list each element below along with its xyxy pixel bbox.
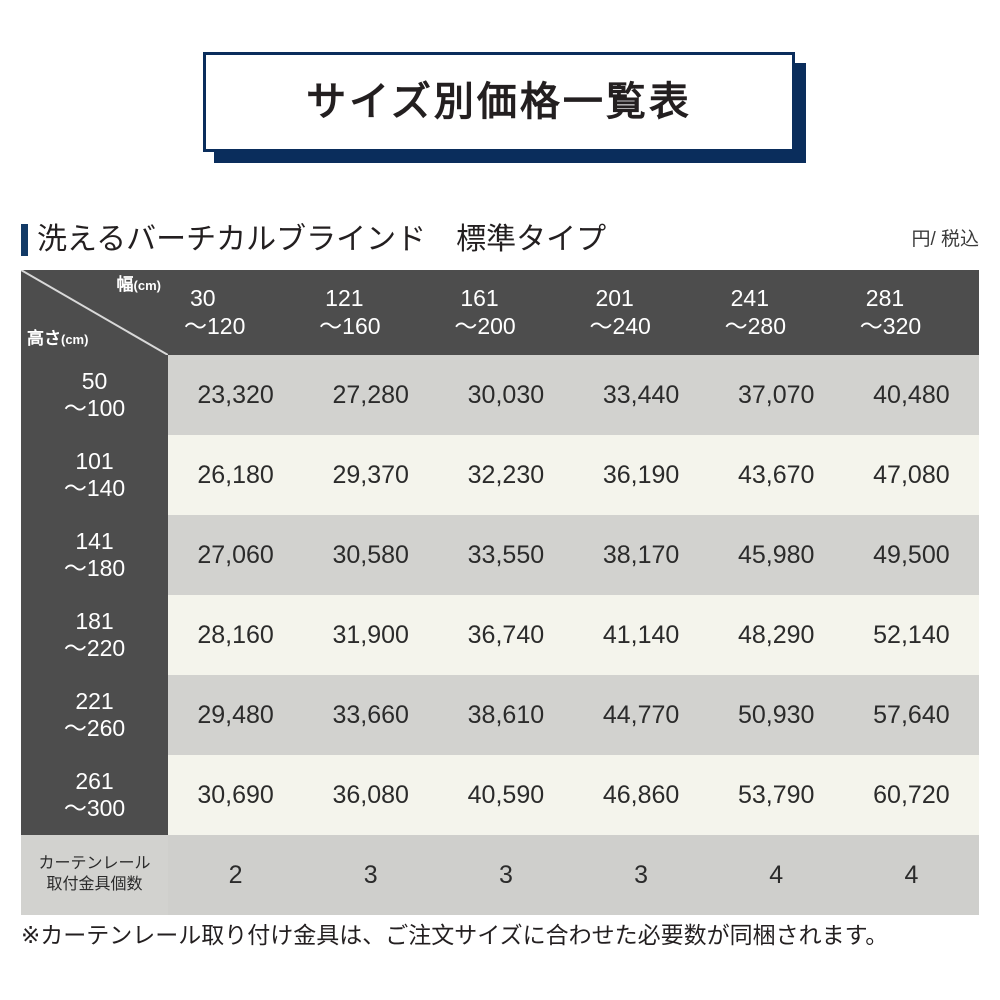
column-header-2: 121 〜160 [303,270,439,355]
table-row: 50 〜100 23,320 27,280 30,030 33,440 37,0… [21,355,979,435]
price-cell: 38,170 [573,515,709,595]
row-header-2: 101 〜140 [21,435,168,515]
price-cell: 43,670 [708,435,844,515]
price-cell: 52,140 [843,595,979,675]
bracket-count-cell: 4 [843,835,979,915]
column-header-3: 161 〜200 [438,270,574,355]
price-cell: 57,640 [843,675,979,755]
bracket-count-cell: 3 [573,835,709,915]
column-header-4: 201 〜240 [573,270,709,355]
price-cell: 27,280 [303,355,439,435]
table-row: 141 〜180 27,060 30,580 33,550 38,170 45,… [21,515,979,595]
diagonal-divider-icon [21,270,168,355]
column-header-6: 281 〜320 [843,270,979,355]
price-cell: 46,860 [573,755,709,835]
price-cell: 33,660 [303,675,439,755]
table-header-row: 幅(cm) 高さ(cm) 30 〜120 121 〜160 161 〜200 2… [21,270,979,355]
price-cell: 50,930 [708,675,844,755]
price-cell: 28,160 [168,595,304,675]
price-cell: 45,980 [708,515,844,595]
price-cell: 29,480 [168,675,304,755]
price-cell: 29,370 [303,435,439,515]
table-row: 261 〜300 30,690 36,080 40,590 46,860 53,… [21,755,979,835]
corner-header-cell: 幅(cm) 高さ(cm) [21,270,168,355]
price-cell: 60,720 [843,755,979,835]
row-header-1: 50 〜100 [21,355,168,435]
footnote: ※カーテンレール取り付け金具は、ご注文サイズに合わせた必要数が同梱されます。 [21,922,889,948]
price-cell: 30,690 [168,755,304,835]
bracket-count-cell: 2 [168,835,304,915]
price-cell: 41,140 [573,595,709,675]
price-cell: 33,440 [573,355,709,435]
price-cell: 36,190 [573,435,709,515]
price-cell: 37,070 [708,355,844,435]
price-table: 幅(cm) 高さ(cm) 30 〜120 121 〜160 161 〜200 2… [21,270,979,915]
price-cell: 36,740 [438,595,574,675]
price-cell: 32,230 [438,435,574,515]
bracket-count-cell: 4 [708,835,844,915]
title-banner-box: サイズ別価格一覧表 [203,52,795,152]
table-row: 221 〜260 29,480 33,660 38,610 44,770 50,… [21,675,979,755]
price-cell: 40,590 [438,755,574,835]
price-cell: 47,080 [843,435,979,515]
price-cell: 27,060 [168,515,304,595]
price-cell: 36,080 [303,755,439,835]
bracket-count-cell: 3 [438,835,574,915]
table-body: 50 〜100 23,320 27,280 30,030 33,440 37,0… [21,355,979,915]
bracket-count-row: カーテンレール 取付金具個数 2 3 3 3 4 4 [21,835,979,915]
price-cell: 33,550 [438,515,574,595]
price-cell: 40,480 [843,355,979,435]
width-axis-label: 幅(cm) [116,275,161,294]
table-row: 181 〜220 28,160 31,900 36,740 41,140 48,… [21,595,979,675]
bracket-count-cell: 3 [303,835,439,915]
price-cell: 49,500 [843,515,979,595]
price-cell: 26,180 [168,435,304,515]
price-cell: 38,610 [438,675,574,755]
height-axis-label: 高さ(cm) [27,329,89,348]
row-header-5: 221 〜260 [21,675,168,755]
table-head: 幅(cm) 高さ(cm) 30 〜120 121 〜160 161 〜200 2… [21,270,979,355]
price-cell: 48,290 [708,595,844,675]
row-header-3: 141 〜180 [21,515,168,595]
price-cell: 23,320 [168,355,304,435]
price-cell: 31,900 [303,595,439,675]
column-header-1: 30 〜120 [168,270,304,355]
accent-bar-icon [21,224,28,256]
bracket-count-label: カーテンレール 取付金具個数 [21,835,168,915]
price-cell: 30,580 [303,515,439,595]
row-header-4: 181 〜220 [21,595,168,675]
table-row: 101 〜140 26,180 29,370 32,230 36,190 43,… [21,435,979,515]
tax-note: 円/ 税込 [911,228,979,250]
price-cell: 44,770 [573,675,709,755]
price-cell: 30,030 [438,355,574,435]
row-header-6: 261 〜300 [21,755,168,835]
price-cell: 53,790 [708,755,844,835]
product-subtitle-row: 洗えるバーチカルブラインド 標準タイプ 円/ 税込 [21,218,979,262]
page-title: サイズ別価格一覧表 [306,80,692,124]
column-header-5: 241 〜280 [708,270,844,355]
product-name: 洗えるバーチカルブラインド 標準タイプ [37,223,607,256]
page-title-banner: サイズ別価格一覧表 [203,52,806,163]
